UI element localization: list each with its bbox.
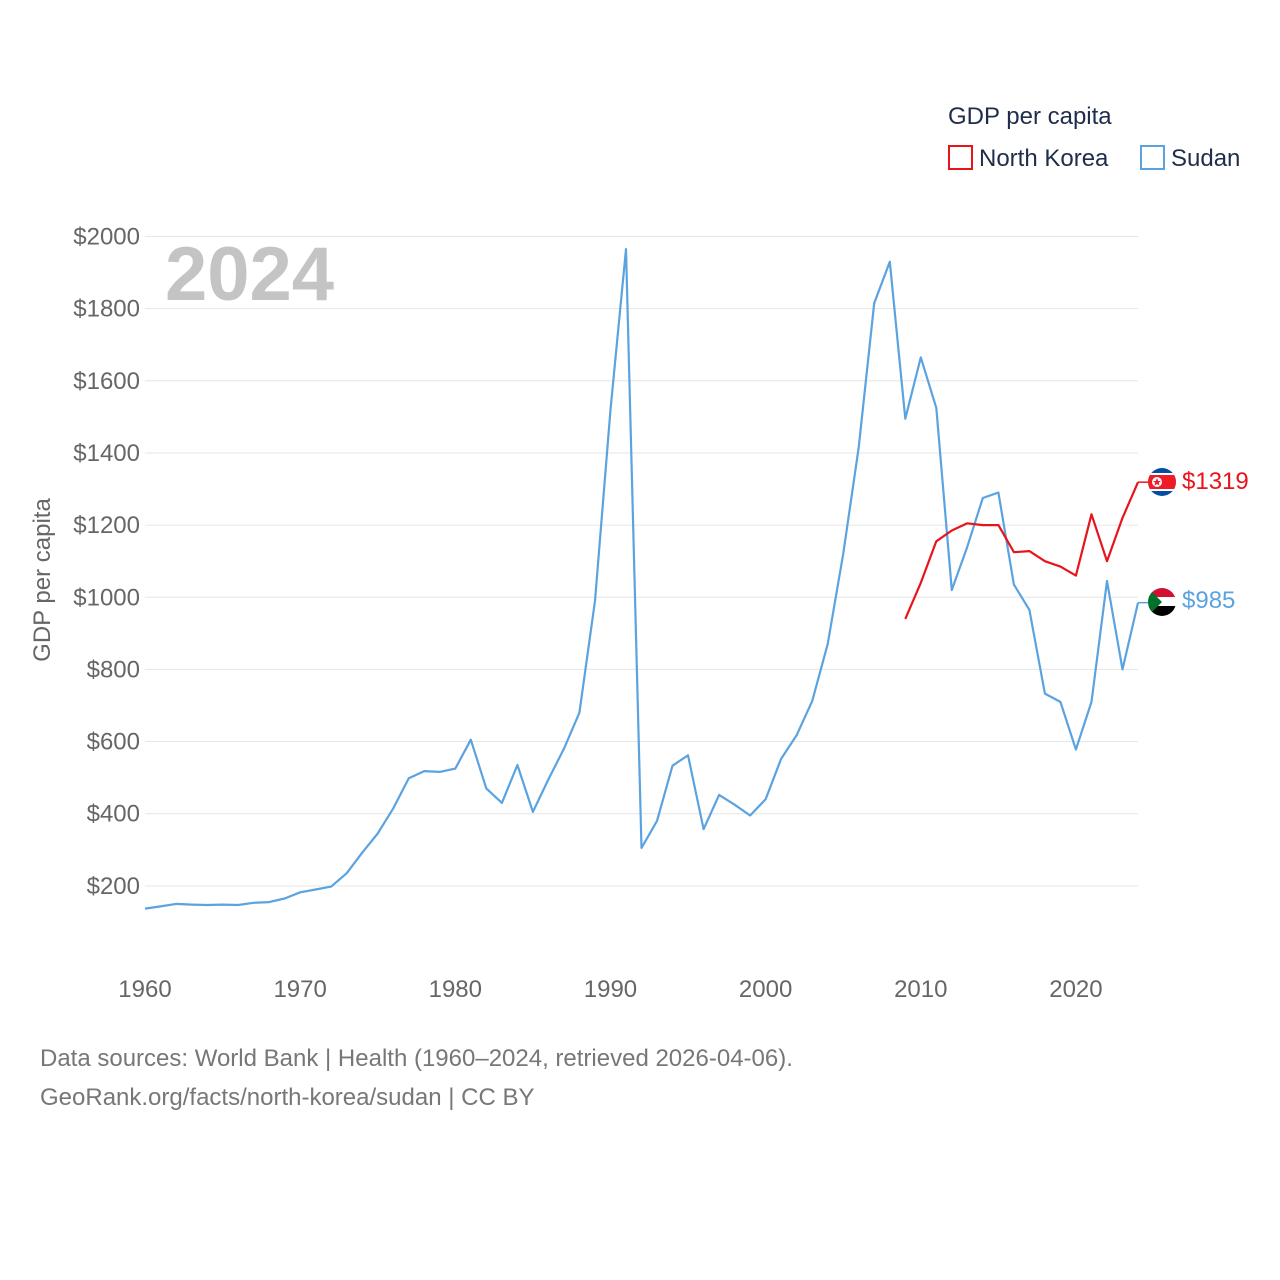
y-tick-label: $1000 — [73, 584, 140, 611]
y-tick-label: $1800 — [73, 296, 140, 323]
y-axis-ticks: $200 $400 $600 $800 $1000 $1200 $1400 $1600 $180… — [73, 224, 140, 900]
x-tick-label: 2020 — [1049, 976, 1102, 1003]
x-tick-label: 2010 — [894, 976, 947, 1003]
y-tick-label: $1200 — [73, 512, 140, 539]
y-gridlines — [145, 236, 1138, 887]
year-overlay: 2024 — [165, 232, 334, 317]
series-line-sudan[interactable] — [144, 248, 1140, 910]
y-tick-label: $1600 — [73, 368, 140, 395]
y-tick-label: $800 — [87, 656, 140, 683]
legend: GDP per capita North Korea Sudan — [948, 103, 1240, 172]
end-label-north-korea: $1319 — [1182, 468, 1249, 495]
north-korea-flag-icon — [1148, 468, 1176, 496]
x-tick-label: 1980 — [429, 976, 482, 1003]
y-tick-label: $400 — [87, 801, 140, 828]
y-tick-label: $200 — [87, 873, 140, 900]
legend-swatch-north-korea — [948, 145, 973, 170]
legend-label-sudan: Sudan — [1171, 145, 1240, 172]
series-line-north-korea[interactable] — [904, 481, 1140, 620]
x-tick-label: 2000 — [739, 976, 792, 1003]
legend-label-north-korea: North Korea — [979, 145, 1109, 172]
footer-sources: Data sources: World Bank | Health (1960–… — [40, 1045, 793, 1072]
x-tick-label: 1960 — [118, 976, 171, 1003]
x-tick-label: 1990 — [584, 976, 637, 1003]
legend-swatch-sudan — [1140, 145, 1165, 170]
sudan-flag-icon — [1148, 588, 1176, 616]
footer-attribution[interactable]: GeoRank.org/facts/north-korea/sudan | CC… — [40, 1084, 535, 1111]
legend-title: GDP per capita — [948, 103, 1112, 130]
y-tick-label: $1400 — [73, 440, 140, 467]
legend-item-sudan[interactable]: Sudan — [1140, 145, 1240, 172]
y-axis-label: GDP per capita — [29, 498, 56, 662]
end-label-sudan: $985 — [1182, 587, 1235, 614]
series-lines — [144, 248, 1150, 910]
y-tick-label: $600 — [87, 729, 140, 756]
x-axis-ticks: 1960 1970 1980 1990 2000 2010 2020 — [118, 976, 1102, 1003]
legend-item-north-korea[interactable]: North Korea — [948, 145, 1109, 172]
x-tick-label: 1970 — [273, 976, 326, 1003]
y-tick-label: $2000 — [73, 224, 140, 251]
